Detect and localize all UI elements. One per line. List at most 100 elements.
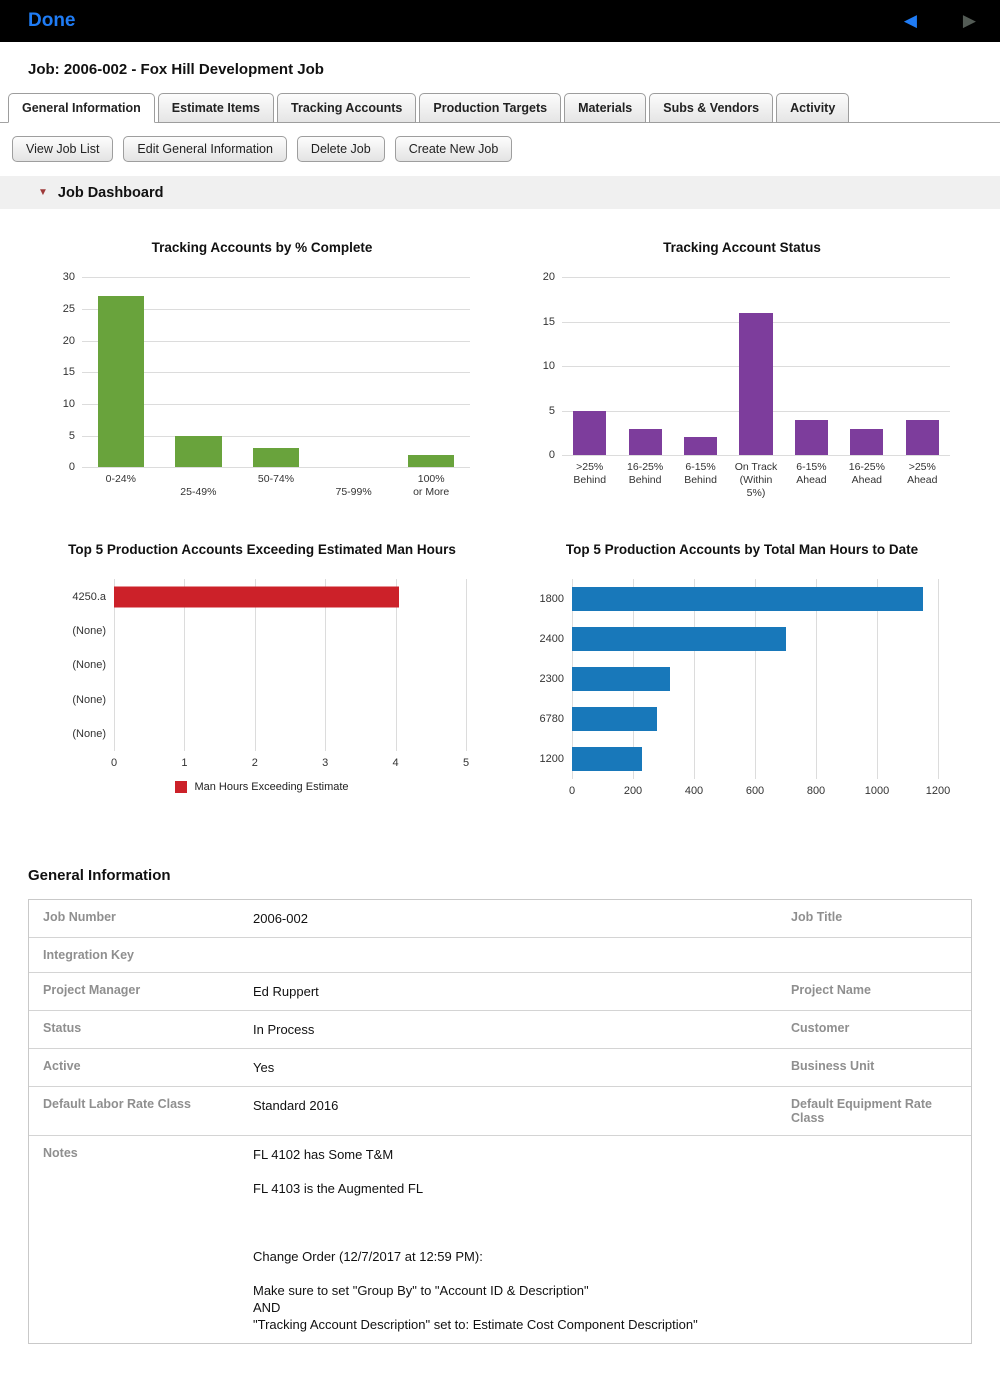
tab-estimate-items[interactable]: Estimate Items: [157, 93, 275, 123]
field-label: Customer: [791, 1021, 850, 1036]
plot-area: 0 5 10 15 20: [543, 271, 950, 461]
field-label: Integration Key: [43, 948, 134, 963]
field-value: Yes: [253, 1060, 275, 1076]
edit-general-information-button[interactable]: Edit General Information: [123, 136, 287, 162]
plot-area: 0 1 2 3 4 5 4250.a (None) (None) (None) (None): [72, 579, 469, 769]
field-label: Job Title: [791, 910, 843, 925]
chart-bar: [683, 437, 718, 456]
y-axis-tick-label: 10: [62, 397, 75, 410]
y-axis-tick-label: 5: [548, 404, 555, 417]
chart-bar: [572, 667, 670, 692]
x-axis-tick-label: 16-25% Behind: [627, 461, 664, 487]
field-value: [969, 1136, 971, 1156]
page-title: Job: 2006-002 - Fox Hill Development Job: [28, 61, 324, 78]
gridline: [82, 308, 470, 310]
y-axis-tick-label: 20: [62, 334, 75, 347]
legend-color-swatch: [175, 781, 188, 794]
y-axis-tick-label: 15: [62, 366, 75, 379]
field-label: Notes: [43, 1146, 78, 1161]
table-row-active: Active Yes Business Unit: [29, 1049, 971, 1088]
tab-tracking-accounts[interactable]: Tracking Accounts: [277, 93, 417, 123]
field-value: [241, 938, 779, 958]
chart-title: Tracking Accounts by % Complete: [151, 240, 373, 255]
tab-bar: General Information Estimate Items Track…: [0, 93, 1000, 123]
forward-arrow-icon[interactable]: ▶: [962, 11, 976, 30]
gridline: [82, 277, 470, 279]
action-button-row: View Job List Edit General Information D…: [12, 136, 1000, 162]
category-label: (None): [72, 625, 106, 638]
chart-bar: [572, 627, 786, 652]
x-axis-tick-label: 2: [251, 757, 258, 770]
field-value: [969, 973, 971, 993]
chart-bar: [175, 435, 222, 468]
delete-job-button[interactable]: Delete Job: [296, 136, 385, 162]
x-axis-tick-label: 0-24%: [105, 473, 136, 486]
category-label: 4250.a: [72, 590, 106, 603]
x-axis-tick-label: 1200: [925, 785, 951, 798]
chart-bar: [572, 587, 923, 612]
chart-body: 0 1 2 3 4 5 4250.a (None) (None) (None) (None): [48, 579, 476, 769]
chart-bar: [407, 454, 455, 468]
job-dashboard-section-header[interactable]: ▼ Job Dashboard: [0, 176, 1000, 209]
chart-title: Top 5 Production Accounts Exceeding Esti…: [68, 542, 456, 558]
x-axis-tick-label: 100% or More: [413, 473, 450, 499]
chart-bar: [850, 428, 884, 456]
tab-subs-and-vendors[interactable]: Subs & Vendors: [649, 93, 774, 123]
chart-title: Top 5 Production Accounts by Total Man H…: [565, 542, 919, 558]
gridline: [82, 403, 470, 405]
field-value: Ed Ruppert: [253, 984, 319, 1000]
category-label: (None): [72, 728, 106, 741]
tab-general-information[interactable]: General Information: [8, 93, 155, 123]
field-label: Project Name: [791, 983, 871, 998]
x-axis-tick-label: 0: [110, 757, 118, 770]
x-axis-tick-label: On Track (Within 5%): [734, 461, 778, 500]
x-axis-tick-label: 25-49%: [180, 486, 217, 499]
x-axis-tick-label: 200: [623, 785, 643, 798]
x-axis-labels: 0-24% 25-49% 50-74% 75-99% 100% or More: [82, 467, 470, 501]
field-label: Default Labor Rate Class: [43, 1097, 191, 1112]
gridline: [325, 579, 327, 752]
category-label: (None): [72, 693, 106, 706]
category-label: 2300: [539, 673, 564, 686]
chart-top5-accounts-by-total-man-hours: Top 5 Production Accounts by Total Man H…: [528, 541, 956, 809]
collapse-triangle-icon: ▼: [38, 186, 48, 198]
back-arrow-icon[interactable]: ◀: [903, 11, 917, 30]
done-button[interactable]: Done: [28, 10, 76, 31]
top-navigation-bar: Done ◀ ▶: [0, 0, 1000, 42]
y-axis-tick-label: 0: [68, 461, 75, 474]
x-axis-tick-label: 1000: [864, 785, 890, 798]
field-value: [969, 938, 971, 958]
category-label: 1200: [539, 753, 564, 766]
chart-bar: [573, 410, 607, 456]
job-dashboard-title: Job Dashboard: [57, 184, 164, 201]
y-axis-tick-label: 25: [62, 302, 75, 315]
tab-activity[interactable]: Activity: [776, 93, 850, 123]
chart-bar: [97, 296, 145, 468]
gridline: [82, 467, 470, 469]
gridline: [466, 579, 467, 752]
category-label: 2400: [539, 633, 564, 646]
category-label: 6780: [539, 713, 564, 726]
y-axis-tick-label: 20: [542, 271, 555, 284]
chart-title: Tracking Account Status: [663, 240, 821, 255]
category-label: 1800: [539, 593, 564, 606]
chart-body: 0 200 400 600 800 1000 1200 1800 2400 2300 6780 120…: [528, 579, 956, 797]
chart-top5-accounts-exceeding-estimated-man-hours: Top 5 Production Accounts Exceeding Esti…: [48, 541, 476, 809]
x-axis-tick-label: 600: [745, 785, 765, 798]
gridline: [877, 579, 878, 780]
gridline: [694, 579, 695, 780]
tab-materials[interactable]: Materials: [564, 93, 647, 123]
x-axis-tick-label: 75-99%: [335, 486, 372, 499]
x-axis-tick-label: 4: [392, 757, 399, 770]
field-value: [969, 900, 971, 920]
x-axis-tick-label: 800: [806, 785, 826, 798]
legend-label: Man Hours Exceeding Estimate: [194, 781, 349, 794]
gridline: [82, 340, 470, 342]
tab-production-targets[interactable]: Production Targets: [419, 93, 562, 123]
create-new-job-button[interactable]: Create New Job: [394, 136, 513, 162]
field-label: Default Equipment Rate Class: [791, 1097, 932, 1126]
chart-body: 0 5 10 15 20 25 30 0-24% 25-49% 50-74% 75-99% 100% …: [48, 271, 476, 501]
gridline: [755, 579, 756, 780]
view-job-list-button[interactable]: View Job List: [12, 136, 114, 162]
category-label: (None): [72, 659, 106, 672]
